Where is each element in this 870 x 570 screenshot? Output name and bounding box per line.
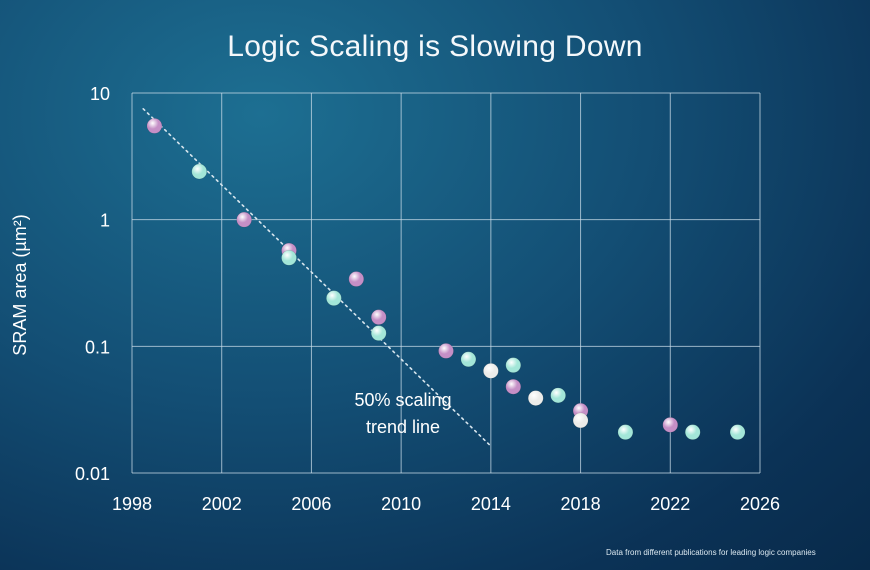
data-point [572, 412, 589, 429]
x-tick-label: 2026 [740, 494, 780, 514]
data-points [146, 118, 746, 440]
data-point [348, 271, 365, 287]
source-footnote: Data from different publications for lea… [606, 548, 816, 557]
data-point [729, 424, 746, 440]
x-tick-label: 1998 [112, 494, 152, 514]
data-point [438, 343, 454, 359]
trend-line-label: 50% scaling [354, 390, 451, 410]
data-point [662, 417, 679, 433]
data-point [281, 249, 297, 266]
x-tick-label: 2010 [381, 494, 421, 514]
data-point [460, 351, 477, 368]
chart-title: Logic Scaling is Slowing Down [227, 30, 643, 63]
data-point [236, 211, 252, 228]
data-point [527, 390, 544, 406]
data-point [326, 290, 342, 306]
trend-line-label: trend line [366, 417, 440, 437]
x-tick-label: 2022 [650, 494, 690, 514]
y-axis-label: SRAM area (µm²) [10, 214, 30, 355]
x-tick-label: 2014 [471, 494, 511, 514]
data-point [483, 363, 499, 379]
data-point [505, 378, 522, 395]
x-tick-labels: 1998 2002 2006 2010 2014 2018 2022 2026 [112, 494, 780, 514]
data-point [370, 309, 387, 325]
y-tick-label: 1 [100, 211, 110, 231]
x-tick-label: 2002 [202, 494, 242, 514]
data-point [505, 357, 522, 373]
grid-lines [131, 92, 761, 474]
y-tick-labels: 0.01 0.1 1 10 [75, 84, 110, 484]
data-point [191, 163, 208, 180]
data-point [550, 387, 566, 404]
x-tick-label: 2018 [561, 494, 601, 514]
data-point [617, 424, 634, 440]
y-tick-label: 0.01 [75, 464, 110, 484]
y-tick-label: 0.1 [85, 337, 110, 357]
x-tick-label: 2006 [291, 494, 331, 514]
data-point [146, 118, 163, 134]
data-point [370, 325, 387, 341]
data-point [684, 424, 701, 440]
trend-line-annotation: 50% scaling trend line [354, 390, 451, 437]
y-tick-label: 10 [90, 84, 110, 104]
